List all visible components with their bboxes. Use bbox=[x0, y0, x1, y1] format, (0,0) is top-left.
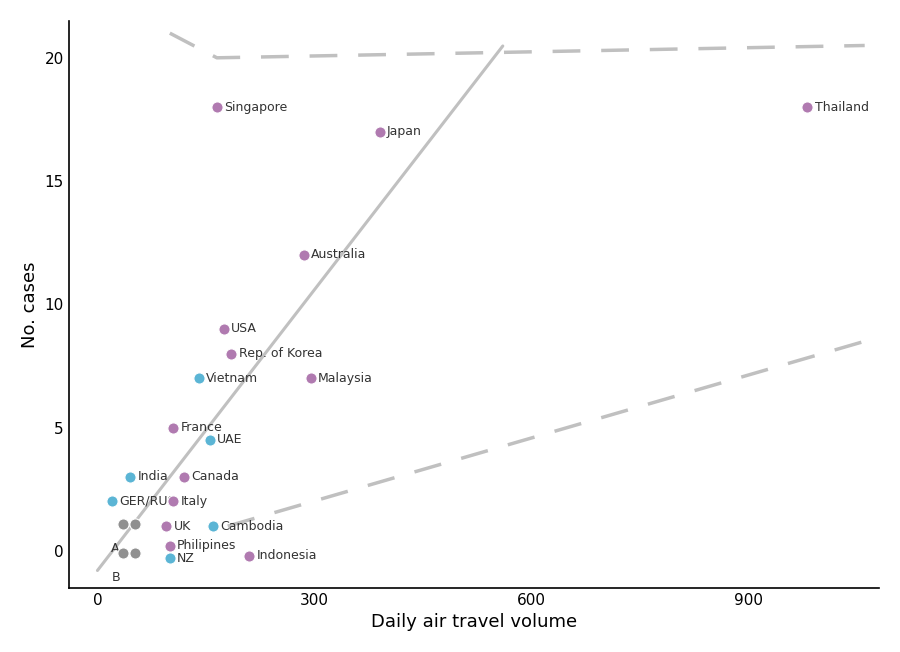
Point bbox=[128, 548, 142, 559]
Point bbox=[166, 422, 181, 433]
Point bbox=[296, 250, 310, 260]
Text: France: France bbox=[181, 421, 222, 434]
Text: A: A bbox=[112, 542, 120, 555]
Point bbox=[128, 518, 142, 529]
Text: GER/RUS: GER/RUS bbox=[119, 495, 176, 508]
Point bbox=[210, 102, 224, 112]
Point bbox=[122, 471, 137, 482]
X-axis label: Daily air travel volume: Daily air travel volume bbox=[371, 613, 577, 631]
Point bbox=[115, 518, 130, 529]
Text: Australia: Australia bbox=[311, 248, 366, 261]
Text: Singapore: Singapore bbox=[224, 100, 287, 113]
Point bbox=[206, 521, 220, 531]
Text: Rep. of Korea: Rep. of Korea bbox=[238, 347, 322, 360]
Point bbox=[177, 471, 192, 482]
Text: NZ: NZ bbox=[177, 552, 195, 565]
Point bbox=[159, 521, 174, 531]
Text: Cambodia: Cambodia bbox=[220, 520, 284, 533]
Text: India: India bbox=[138, 470, 168, 483]
Text: B: B bbox=[112, 571, 120, 584]
Text: Vietnam: Vietnam bbox=[206, 372, 258, 385]
Point bbox=[166, 496, 181, 507]
Point bbox=[163, 553, 177, 563]
Point bbox=[373, 126, 387, 137]
Text: Indonesia: Indonesia bbox=[256, 549, 317, 562]
Text: UK: UK bbox=[174, 520, 191, 533]
Point bbox=[304, 373, 319, 383]
Point bbox=[115, 548, 130, 559]
Text: Japan: Japan bbox=[387, 125, 422, 138]
Text: Canada: Canada bbox=[192, 470, 239, 483]
Text: Italy: Italy bbox=[181, 495, 208, 508]
Point bbox=[163, 541, 177, 551]
Text: UAE: UAE bbox=[217, 434, 242, 447]
Text: USA: USA bbox=[231, 323, 257, 335]
Point bbox=[202, 435, 217, 445]
Y-axis label: No. cases: No. cases bbox=[21, 261, 39, 348]
Text: Malaysia: Malaysia bbox=[319, 372, 373, 385]
Point bbox=[217, 324, 231, 334]
Point bbox=[799, 102, 814, 112]
Point bbox=[104, 496, 119, 507]
Point bbox=[192, 373, 206, 383]
Point bbox=[242, 550, 256, 561]
Text: Philipines: Philipines bbox=[177, 539, 237, 552]
Text: Thailand: Thailand bbox=[815, 100, 869, 113]
Point bbox=[224, 348, 238, 359]
